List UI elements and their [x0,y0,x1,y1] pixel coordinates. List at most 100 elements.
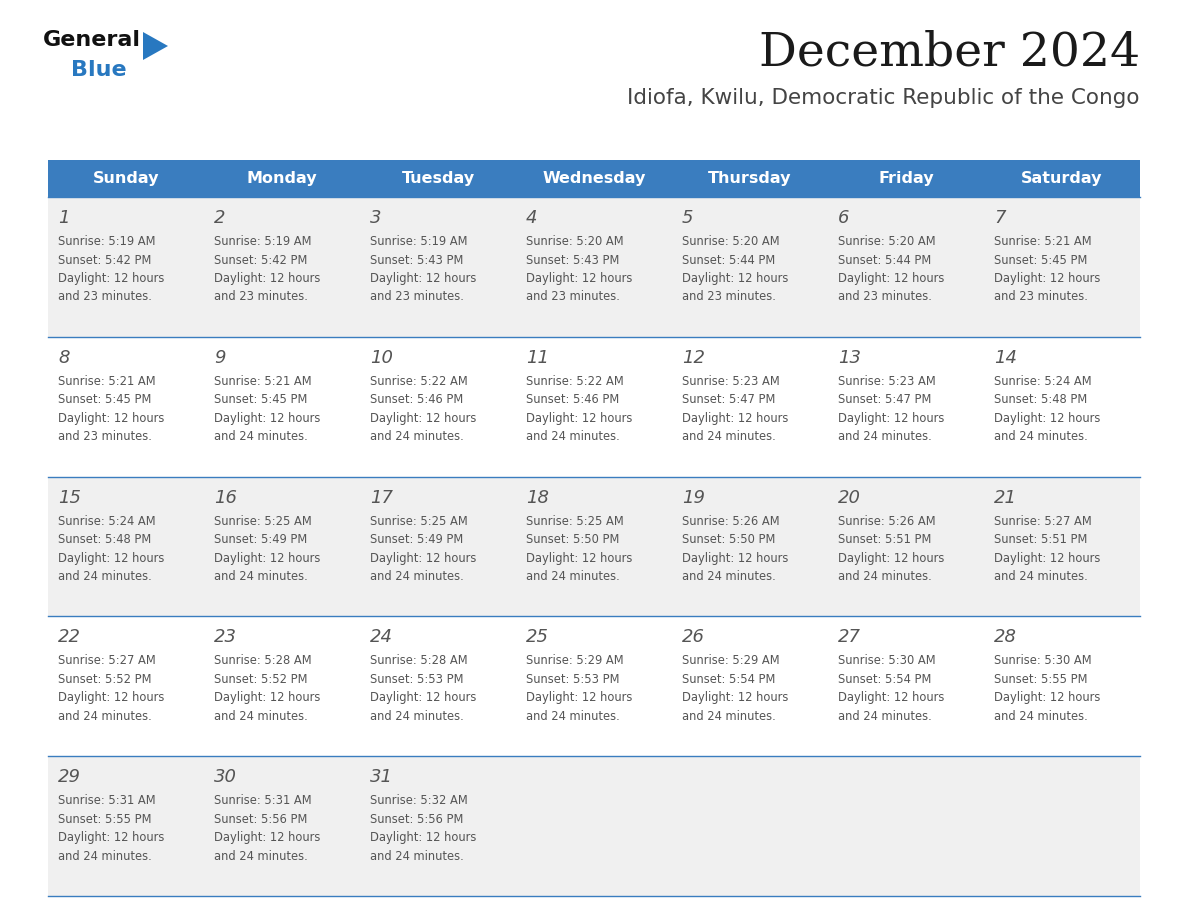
Text: Daylight: 12 hours: Daylight: 12 hours [682,272,789,285]
Text: and 24 minutes.: and 24 minutes. [526,570,620,583]
Text: Daylight: 12 hours: Daylight: 12 hours [58,691,164,704]
Text: Sunset: 5:42 PM: Sunset: 5:42 PM [58,253,151,266]
Text: and 23 minutes.: and 23 minutes. [214,290,308,304]
Text: Thursday: Thursday [708,171,791,186]
Text: 25: 25 [526,629,549,646]
Text: Daylight: 12 hours: Daylight: 12 hours [214,412,321,425]
Text: and 24 minutes.: and 24 minutes. [214,710,308,722]
Text: Tuesday: Tuesday [402,171,474,186]
Bar [48,337,1140,476]
Text: 6: 6 [838,209,849,227]
Text: Daylight: 12 hours: Daylight: 12 hours [214,552,321,565]
Text: and 23 minutes.: and 23 minutes. [838,290,931,304]
Text: Daylight: 12 hours: Daylight: 12 hours [994,412,1100,425]
Text: Sunset: 5:42 PM: Sunset: 5:42 PM [214,253,308,266]
Text: 29: 29 [58,768,81,786]
Text: Sunset: 5:51 PM: Sunset: 5:51 PM [994,533,1087,546]
Text: 22: 22 [58,629,81,646]
Text: Daylight: 12 hours: Daylight: 12 hours [838,272,944,285]
Bar [48,197,1140,337]
Text: and 24 minutes.: and 24 minutes. [58,570,152,583]
Text: Sunset: 5:52 PM: Sunset: 5:52 PM [214,673,308,686]
Text: Sunrise: 5:26 AM: Sunrise: 5:26 AM [838,515,936,528]
Text: Sunset: 5:49 PM: Sunset: 5:49 PM [214,533,308,546]
Text: 24: 24 [369,629,393,646]
Text: 4: 4 [526,209,537,227]
Text: Daylight: 12 hours: Daylight: 12 hours [369,412,476,425]
Text: and 24 minutes.: and 24 minutes. [994,431,1088,443]
Text: 11: 11 [526,349,549,367]
Text: Sunset: 5:53 PM: Sunset: 5:53 PM [369,673,463,686]
Text: Sunset: 5:43 PM: Sunset: 5:43 PM [369,253,463,266]
Text: and 24 minutes.: and 24 minutes. [58,710,152,722]
Text: 21: 21 [994,488,1017,507]
Text: Sunrise: 5:30 AM: Sunrise: 5:30 AM [838,655,936,667]
Text: Sunset: 5:50 PM: Sunset: 5:50 PM [526,533,619,546]
Text: Sunrise: 5:31 AM: Sunrise: 5:31 AM [58,794,156,807]
Text: Sunrise: 5:25 AM: Sunrise: 5:25 AM [526,515,624,528]
Text: Sunset: 5:45 PM: Sunset: 5:45 PM [214,393,308,407]
Polygon shape [143,32,168,60]
Text: Sunrise: 5:21 AM: Sunrise: 5:21 AM [58,375,156,387]
Text: Sunrise: 5:19 AM: Sunrise: 5:19 AM [214,235,311,248]
Text: and 24 minutes.: and 24 minutes. [214,850,308,863]
Text: 28: 28 [994,629,1017,646]
Text: Sunset: 5:55 PM: Sunset: 5:55 PM [994,673,1087,686]
Text: and 24 minutes.: and 24 minutes. [369,431,463,443]
Text: 31: 31 [369,768,393,786]
Text: and 23 minutes.: and 23 minutes. [58,290,152,304]
Text: Daylight: 12 hours: Daylight: 12 hours [58,412,164,425]
Text: Sunrise: 5:25 AM: Sunrise: 5:25 AM [369,515,468,528]
Text: Sunset: 5:45 PM: Sunset: 5:45 PM [994,253,1087,266]
Text: Sunset: 5:46 PM: Sunset: 5:46 PM [369,393,463,407]
Text: Sunrise: 5:27 AM: Sunrise: 5:27 AM [994,515,1092,528]
Text: Sunset: 5:48 PM: Sunset: 5:48 PM [994,393,1087,407]
Text: Sunrise: 5:24 AM: Sunrise: 5:24 AM [994,375,1092,387]
Text: Daylight: 12 hours: Daylight: 12 hours [369,831,476,845]
Bar [48,616,1140,756]
Text: Sunset: 5:51 PM: Sunset: 5:51 PM [838,533,931,546]
Text: Sunrise: 5:26 AM: Sunrise: 5:26 AM [682,515,779,528]
Text: and 23 minutes.: and 23 minutes. [369,290,463,304]
Bar [48,756,1140,896]
Text: Sunrise: 5:27 AM: Sunrise: 5:27 AM [58,655,156,667]
Text: and 24 minutes.: and 24 minutes. [58,850,152,863]
Text: Daylight: 12 hours: Daylight: 12 hours [526,691,632,704]
Text: Sunset: 5:55 PM: Sunset: 5:55 PM [58,812,152,825]
Text: Daylight: 12 hours: Daylight: 12 hours [838,691,944,704]
Text: and 23 minutes.: and 23 minutes. [58,431,152,443]
Text: and 24 minutes.: and 24 minutes. [682,710,776,722]
Text: Sunset: 5:43 PM: Sunset: 5:43 PM [526,253,619,266]
Text: Daylight: 12 hours: Daylight: 12 hours [526,412,632,425]
Text: Sunset: 5:44 PM: Sunset: 5:44 PM [682,253,776,266]
Text: December 2024: December 2024 [759,30,1140,75]
Text: 8: 8 [58,349,70,367]
Text: Sunrise: 5:23 AM: Sunrise: 5:23 AM [682,375,779,387]
Text: and 24 minutes.: and 24 minutes. [526,710,620,722]
Text: Daylight: 12 hours: Daylight: 12 hours [369,552,476,565]
Text: Sunset: 5:56 PM: Sunset: 5:56 PM [214,812,308,825]
Text: Daylight: 12 hours: Daylight: 12 hours [682,691,789,704]
Text: Sunrise: 5:29 AM: Sunrise: 5:29 AM [682,655,779,667]
Text: and 24 minutes.: and 24 minutes. [526,431,620,443]
Text: Daylight: 12 hours: Daylight: 12 hours [682,412,789,425]
Text: Daylight: 12 hours: Daylight: 12 hours [214,831,321,845]
Text: Sunrise: 5:29 AM: Sunrise: 5:29 AM [526,655,624,667]
Text: 15: 15 [58,488,81,507]
Text: 27: 27 [838,629,861,646]
Text: 23: 23 [214,629,236,646]
Text: Daylight: 12 hours: Daylight: 12 hours [214,272,321,285]
Text: and 24 minutes.: and 24 minutes. [369,570,463,583]
Text: 16: 16 [214,488,236,507]
Text: and 24 minutes.: and 24 minutes. [214,570,308,583]
Text: Sunset: 5:47 PM: Sunset: 5:47 PM [682,393,776,407]
Text: 19: 19 [682,488,704,507]
Text: Sunset: 5:53 PM: Sunset: 5:53 PM [526,673,619,686]
Text: 18: 18 [526,488,549,507]
Text: Daylight: 12 hours: Daylight: 12 hours [994,691,1100,704]
Text: Daylight: 12 hours: Daylight: 12 hours [838,412,944,425]
Text: Daylight: 12 hours: Daylight: 12 hours [526,272,632,285]
Text: Daylight: 12 hours: Daylight: 12 hours [58,552,164,565]
Text: Sunset: 5:45 PM: Sunset: 5:45 PM [58,393,151,407]
Text: Sunrise: 5:19 AM: Sunrise: 5:19 AM [369,235,468,248]
